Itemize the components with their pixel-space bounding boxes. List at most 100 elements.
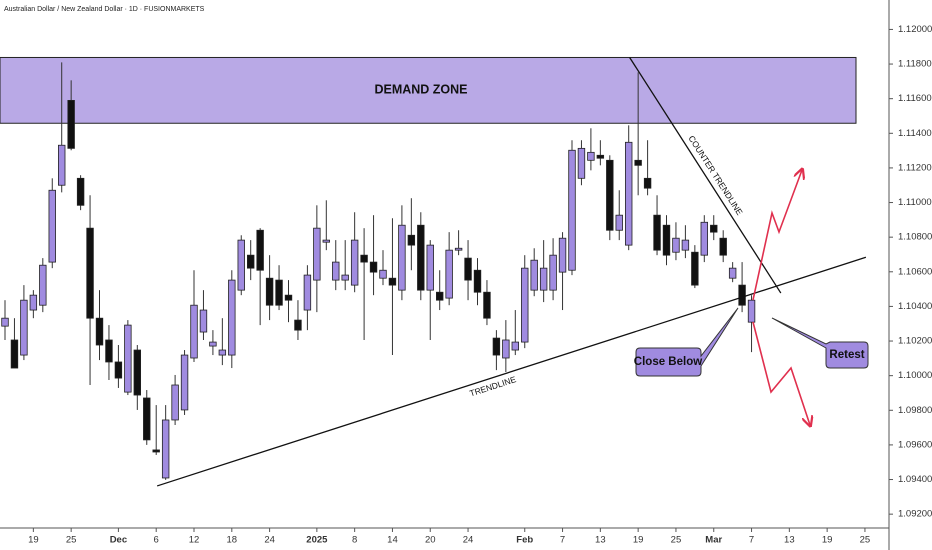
candle-body: [379, 269, 387, 279]
callout-label: Retest: [829, 349, 864, 361]
candle-body: [672, 237, 680, 253]
candle-body: [10, 339, 19, 369]
candle-body: [426, 244, 434, 291]
x-tick-label: 20: [425, 535, 436, 546]
x-tick-label: 24: [264, 535, 275, 546]
candle-body: [454, 247, 463, 251]
y-tick-label: 1.11800: [898, 59, 932, 70]
demand-zone: [0, 56, 857, 124]
candle-body: [728, 267, 737, 279]
candle-body: [133, 349, 142, 396]
candle-layer: [1, 62, 756, 480]
candle-body: [341, 274, 349, 281]
candle-body: [521, 267, 529, 343]
candle-body: [417, 224, 425, 291]
candle-body: [143, 397, 151, 441]
candle-body: [662, 224, 671, 256]
x-tick-label: 13: [784, 535, 795, 546]
candle-body: [643, 177, 652, 189]
candle-body: [152, 449, 160, 453]
x-tick-label: 19: [28, 535, 39, 546]
candle-body: [568, 149, 576, 271]
y-tick-label: 1.11600: [898, 93, 932, 104]
y-tick-label: 1.09400: [898, 474, 932, 485]
x-tick-label: Dec: [110, 535, 127, 546]
y-tick-label: 1.11000: [898, 197, 932, 208]
chart-title: Australian Dollar / New Zealand Dollar ·…: [4, 6, 205, 13]
candle-body: [228, 279, 236, 356]
x-tick-label: Feb: [516, 535, 533, 546]
x-tick-label: 7: [560, 535, 565, 546]
candle-body: [247, 254, 255, 269]
candle-body: [105, 339, 113, 363]
candle-body: [558, 237, 567, 273]
candle-body: [587, 151, 595, 161]
candle-body: [681, 239, 690, 251]
candle-body: [114, 361, 123, 379]
candle-body: [511, 341, 519, 351]
y-tick-label: 1.10400: [898, 301, 932, 312]
candle-body: [86, 227, 94, 319]
y-tick-label: 1.10600: [898, 266, 932, 277]
candle-body: [577, 147, 586, 179]
x-tick-label: 7: [749, 535, 754, 546]
candle-body: [350, 239, 359, 286]
candle-body: [539, 267, 548, 291]
x-tick-label: 19: [633, 535, 644, 546]
candle-body: [218, 349, 227, 356]
candle-body: [332, 261, 340, 281]
y-tick-label: 1.11200: [898, 162, 932, 173]
x-tick-label: 25: [66, 535, 77, 546]
candle-body: [256, 229, 264, 271]
y-tick-label: 1.09800: [898, 405, 932, 416]
candle-body: [710, 224, 718, 233]
callout-label: Close Below: [634, 356, 702, 368]
x-tick-label: 25: [860, 535, 871, 546]
candle-body: [303, 274, 312, 311]
callout-retest: [771, 317, 869, 369]
candle-body: [124, 324, 132, 393]
x-tick-label: Mar: [705, 535, 722, 546]
candle-body: [747, 299, 756, 323]
candle-body: [171, 384, 179, 421]
candle-body: [502, 339, 510, 359]
y-tick-label: 1.10800: [898, 232, 932, 243]
candle-body: [265, 277, 274, 306]
candle-body: [190, 304, 198, 359]
candle-body: [1, 317, 9, 327]
x-tick-label: 25: [671, 535, 682, 546]
zone-layer: DEMAND ZONE: [0, 56, 857, 124]
candle-body: [39, 264, 47, 306]
candle-body: [483, 291, 491, 319]
candle-body: [313, 227, 321, 281]
y-tick-label: 1.09600: [898, 439, 932, 450]
candle-body: [492, 337, 501, 356]
candle-body: [67, 100, 75, 149]
y-tick-label: 1.10200: [898, 336, 932, 347]
candle-body: [634, 159, 642, 166]
candle-body: [653, 214, 661, 251]
candle-body: [294, 319, 302, 331]
y-tick-label: 1.12000: [898, 24, 932, 35]
candle-body: [161, 419, 170, 479]
bearish-projection: [752, 321, 810, 425]
callout-close-below: [635, 307, 739, 377]
candle-body: [691, 251, 699, 286]
candle-body: [624, 141, 633, 246]
candle-body: [48, 189, 56, 263]
candle-body: [596, 154, 605, 159]
candle-body: [436, 291, 444, 301]
candle-body: [464, 257, 472, 281]
x-tick-label: 24: [463, 535, 474, 546]
bullish-projection: [752, 170, 802, 301]
candle-body: [180, 354, 189, 411]
candle-body: [700, 221, 708, 256]
x-tick-label: 14: [387, 535, 398, 546]
candle-body: [360, 254, 368, 263]
candle-body: [606, 159, 614, 231]
candle-body: [95, 317, 104, 346]
candle-body: [398, 224, 406, 291]
candle-body: [29, 294, 38, 311]
